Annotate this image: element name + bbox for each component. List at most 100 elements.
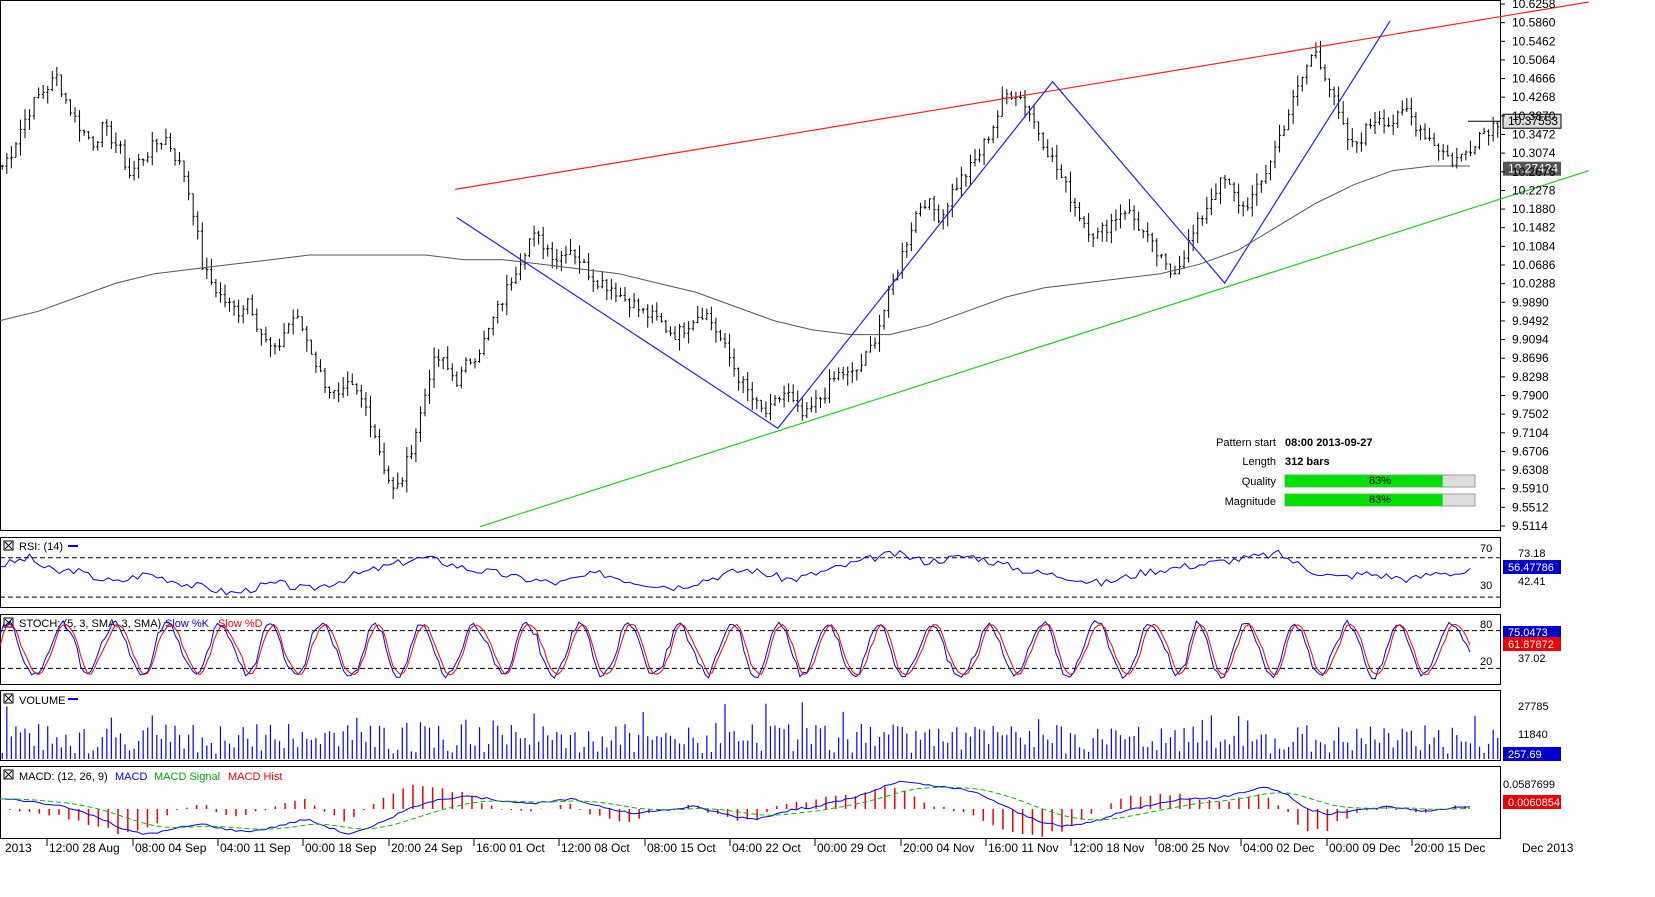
macd-current-value: 0.0060854 [1508, 797, 1560, 809]
pattern-start-value: 08:00 2013-09-27 [1285, 437, 1372, 449]
macd-title: MACD: (12, 26, 9) [19, 771, 108, 783]
y-tick-label: 10.3074 [1512, 146, 1556, 160]
rsi-current-value: 56.47786 [1508, 562, 1554, 574]
y-tick-label: 9.6308 [1512, 463, 1549, 477]
zigzag-line [456, 20, 1391, 430]
y-tick-label: 10.3472 [1512, 128, 1556, 142]
x-tick-label: 16:00 11 Nov [988, 841, 1059, 855]
macd-line [0, 780, 1471, 835]
magnitude-value: 83% [1369, 494, 1391, 506]
moving-average-line [0, 165, 1470, 336]
x-tick-label: 08:00 15 Oct [647, 841, 716, 855]
x-tick-label: 20:00 24 Sep [391, 841, 463, 855]
pattern-info: Pattern start 08:00 2013-09-27 Length 31… [1216, 437, 1476, 508]
y-tick-label: 10.6258 [1512, 0, 1556, 11]
x-tick-label: Dec 2013 [1522, 841, 1574, 855]
rsi-content [0, 549, 1500, 598]
magnitude-label: Magnitude [1225, 496, 1276, 508]
rsi-current-box [1503, 560, 1561, 574]
current-price-label: 10.37553 [1508, 114, 1558, 128]
stoch-d-value: 61.87872 [1508, 639, 1554, 651]
x-tick-label: 00:00 29 Oct [817, 841, 886, 855]
volume-tick-high: 27785 [1518, 701, 1549, 713]
stoch-k-value: 75.0473 [1508, 627, 1548, 639]
macd-panel[interactable] [0, 766, 1501, 839]
stoch-k-label: Slow %K [165, 618, 210, 630]
y-tick-label: 9.7502 [1512, 407, 1549, 421]
x-tick-label: 00:00 09 Dec [1329, 841, 1400, 855]
y-tick-label: 10.5860 [1512, 16, 1556, 30]
y-tick-label: 9.5114 [1512, 519, 1548, 533]
y-tick-label: 10.4268 [1512, 90, 1556, 104]
stoch-content [0, 619, 1500, 680]
x-tick-label: 2013 [5, 841, 32, 855]
stoch-level-20: 20 [1480, 656, 1492, 668]
y-tick-label: 9.5512 [1512, 500, 1549, 514]
stoch-level-80: 80 [1480, 619, 1492, 631]
y-tick-label: 9.8696 [1512, 351, 1549, 365]
y-tick-label: 9.9890 [1512, 295, 1549, 309]
y-tick-label: 9.7104 [1512, 426, 1549, 440]
quality-label: Quality [1242, 476, 1277, 488]
volume-current-value: 257.69 [1508, 749, 1542, 761]
y-tick-label: 10.0686 [1512, 258, 1556, 272]
x-tick-label: 08:00 25 Nov [1158, 841, 1229, 855]
x-tick-label: 04:00 22 Oct [732, 841, 801, 855]
y-tick-label: 10.0288 [1512, 277, 1556, 291]
y-tick-label: 10.1482 [1512, 221, 1556, 235]
current-price-box [1502, 113, 1562, 129]
stoch-title: STOCH: (5, 3, SMA, 3, SMA) [19, 618, 161, 630]
y-tick-label: 10.5462 [1512, 34, 1556, 48]
x-tick-label: 04:00 02 Dec [1243, 841, 1314, 855]
x-tick-label: 00:00 18 Sep [305, 841, 377, 855]
macd-current-box [1503, 795, 1561, 809]
volume-panel[interactable] [0, 690, 1501, 761]
rsi-line [0, 549, 1471, 596]
rsi-header: RSI: (14) [3, 540, 78, 553]
ma-value-box [1503, 161, 1561, 176]
rsi-level-70: 70 [1480, 543, 1492, 555]
macd-hist-label: MACD Hist [228, 771, 282, 783]
stoch-d-box [1503, 637, 1561, 651]
y-tick-label: 9.9094 [1512, 333, 1549, 347]
macd-content [0, 780, 1471, 837]
volume-current-box [1503, 747, 1561, 761]
main-chart-content: 10.37553 10.27424 [0, 1, 1589, 528]
stoch-d-line [0, 623, 1471, 676]
x-tick-label: 12:00 18 Nov [1073, 841, 1144, 855]
volume-header: VOLUME [3, 693, 78, 707]
x-tick-label: 12:00 08 Oct [561, 841, 630, 855]
y-tick-label: 10.3870 [1512, 109, 1556, 123]
y-tick-label: 9.7900 [1512, 389, 1549, 403]
x-tick-label: 16:00 01 Oct [476, 841, 545, 855]
volume-tick-low: 11840 [1518, 729, 1548, 741]
macd-tick-high: 0.0587699 [1503, 779, 1555, 791]
stoch-header: STOCH: (5, 3, SMA, 3, SMA) Slow %K Slow … [3, 617, 263, 630]
rsi-tick-high: 73.18 [1518, 548, 1546, 560]
x-tick-label: 20:00 04 Nov [903, 841, 974, 855]
main-y-axis: 10.6258 10.5860 10.5462 10.5064 10.4666 10.42… [1500, 0, 1556, 533]
y-tick-label: 10.2278 [1512, 183, 1556, 197]
x-axis: 2013 12:00 28 Aug 08:00 04 Sep 04:00 11 Sep… [5, 838, 1574, 855]
stoch-d-label: Slow %D [218, 618, 263, 630]
volume-content [1, 702, 1499, 759]
x-tick-label: 20:00 15 Dec [1414, 841, 1485, 855]
ma-value-label: 10.27424 [1508, 162, 1558, 176]
macd-line-label: MACD [115, 771, 147, 783]
main-panel[interactable] [0, 0, 1501, 531]
x-tick-label: 12:00 28 Aug [49, 841, 120, 855]
macd-header: MACD: (12, 26, 9) MACD MACD Signal MACD … [3, 769, 282, 783]
macd-signal-line [0, 786, 1471, 830]
y-tick-label: 10.2676 [1512, 165, 1556, 179]
y-tick-label: 9.5910 [1512, 482, 1549, 496]
x-tick-label: 08:00 04 Sep [135, 841, 207, 855]
x-tick-label: 04:00 11 Sep [220, 841, 291, 855]
macd-signal-label: MACD Signal [154, 771, 220, 783]
magnitude-bar-fill [1285, 494, 1443, 506]
stoch-tick-mid: 37.02 [1518, 653, 1546, 665]
quality-value: 83% [1369, 475, 1391, 487]
rsi-title: RSI: (14) [19, 541, 63, 553]
y-tick-label: 9.8298 [1512, 370, 1549, 384]
quality-bar-fill [1285, 475, 1443, 487]
